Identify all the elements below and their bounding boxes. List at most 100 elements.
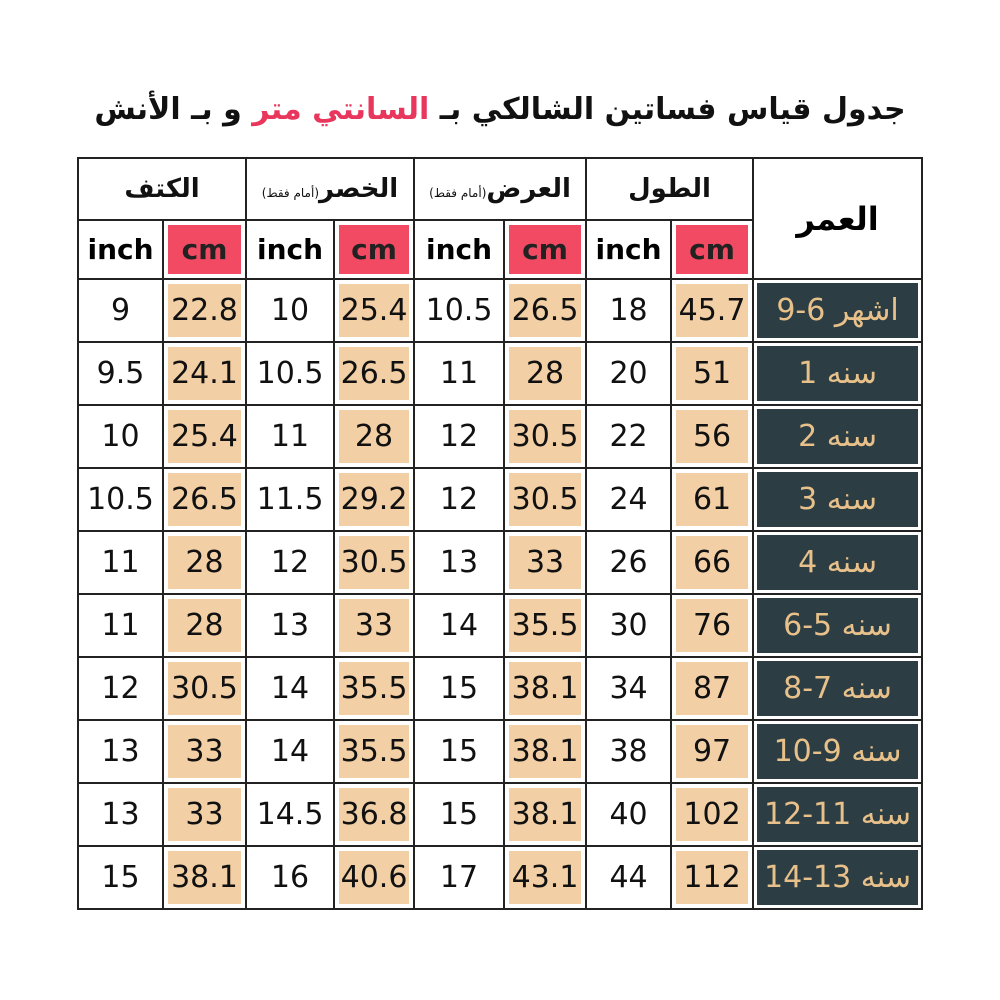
value-cell: 43.1 (503, 845, 588, 910)
value-cell: 9.5 (77, 341, 164, 406)
value-cell: 28 (503, 341, 588, 406)
age-cell: 3 سنه (752, 467, 924, 532)
value-cell: 25.4 (162, 404, 247, 469)
value-cell: 29.2 (333, 467, 416, 532)
age-header: العمر (752, 157, 924, 280)
value-cell: 51 (670, 341, 755, 406)
data-row: 1 سنه 51 20 28 11 26.5 10.5 24.1 9.5 (77, 341, 924, 406)
value-cell: 14.5 (244, 782, 336, 847)
group-label: الطول (628, 174, 711, 204)
value-cell: 26.5 (162, 467, 247, 532)
value-cell: 12 (413, 404, 506, 469)
value-cell: 33 (333, 593, 416, 658)
value-cell: 11 (77, 530, 164, 595)
group-header: الخصر(أمام فقط) (244, 157, 416, 221)
value-cell: 11 (244, 404, 336, 469)
title-highlight: السانتي متر (252, 92, 430, 127)
value-cell: 26.5 (503, 278, 588, 343)
data-row: 9-6 اشهر 45.7 18 26.5 10.5 25.4 10 22.8 9 (77, 278, 924, 343)
value-cell: 97 (670, 719, 755, 784)
value-cell: 61 (670, 467, 755, 532)
unit-header: cm (670, 219, 755, 280)
value-cell: 10.5 (244, 341, 336, 406)
data-row: 3 سنه 61 24 30.5 12 29.2 11.5 26.5 10.5 (77, 467, 924, 532)
value-cell: 17 (413, 845, 506, 910)
value-cell: 30.5 (162, 656, 247, 721)
value-cell: 12 (77, 656, 164, 721)
value-cell: 20 (585, 341, 673, 406)
value-cell: 13 (77, 719, 164, 784)
value-cell: 38.1 (503, 656, 588, 721)
value-cell: 35.5 (503, 593, 588, 658)
unit-header: cm (333, 219, 416, 280)
value-cell: 38.1 (162, 845, 247, 910)
group-header: العرض(أمام فقط) (413, 157, 588, 221)
age-cell: 6-5 سنه (752, 593, 924, 658)
value-cell: 11 (413, 341, 506, 406)
data-row: 4 سنه 66 26 33 13 30.5 12 28 11 (77, 530, 924, 595)
value-cell: 11 (77, 593, 164, 658)
data-row: 14-13 سنه 112 44 43.1 17 40.6 16 38.1 15 (77, 845, 924, 910)
value-cell: 24.1 (162, 341, 247, 406)
unit-header: inch (585, 219, 673, 280)
value-cell: 44 (585, 845, 673, 910)
value-cell: 25.4 (333, 278, 416, 343)
group-header: الكتف (77, 157, 247, 221)
value-cell: 18 (585, 278, 673, 343)
value-cell: 40.6 (333, 845, 416, 910)
age-cell: 9-6 اشهر (752, 278, 924, 343)
data-row: 6-5 سنه 76 30 35.5 14 33 13 28 11 (77, 593, 924, 658)
value-cell: 11.5 (244, 467, 336, 532)
value-cell: 112 (670, 845, 755, 910)
value-cell: 45.7 (670, 278, 755, 343)
value-cell: 13 (77, 782, 164, 847)
header-row: العمر الطول العرض(أمام فقط) الخصر(أمام فقط)… (77, 157, 924, 280)
value-cell: 24 (585, 467, 673, 532)
value-cell: 12 (244, 530, 336, 595)
value-cell: 33 (503, 530, 588, 595)
age-cell: 10-9 سنه (752, 719, 924, 784)
value-cell: 15 (77, 845, 164, 910)
value-cell: 10 (77, 404, 164, 469)
value-cell: 102 (670, 782, 755, 847)
data-row: 2 سنه 56 22 30.5 12 28 11 25.4 10 (77, 404, 924, 469)
unit-header: cm (162, 219, 247, 280)
age-cell: 1 سنه (752, 341, 924, 406)
value-cell: 38.1 (503, 719, 588, 784)
data-row: 10-9 سنه 97 38 38.1 15 35.5 14 33 13 (77, 719, 924, 784)
group-note: (أمام فقط) (429, 186, 487, 200)
value-cell: 30.5 (503, 467, 588, 532)
value-cell: 28 (333, 404, 416, 469)
value-cell: 26 (585, 530, 673, 595)
age-cell: 8-7 سنه (752, 656, 924, 721)
title-part: و بـ الأنش (94, 92, 242, 127)
value-cell: 14 (244, 656, 336, 721)
title-part: جدول قياس فساتين الشالكي بـ (439, 92, 906, 127)
value-cell: 22 (585, 404, 673, 469)
value-cell: 10 (244, 278, 336, 343)
value-cell: 30.5 (503, 404, 588, 469)
value-cell: 12 (413, 467, 506, 532)
value-cell: 15 (413, 719, 506, 784)
value-cell: 30.5 (333, 530, 416, 595)
value-cell: 28 (162, 593, 247, 658)
data-row: 12-11 سنه 102 40 38.1 15 36.8 14.5 33 13 (77, 782, 924, 847)
value-cell: 14 (244, 719, 336, 784)
value-cell: 26.5 (333, 341, 416, 406)
value-cell: 35.5 (333, 656, 416, 721)
data-row: 8-7 سنه 87 34 38.1 15 35.5 14 30.5 12 (77, 656, 924, 721)
value-cell: 35.5 (333, 719, 416, 784)
age-cell: 12-11 سنه (752, 782, 924, 847)
size-table: العمر الطول العرض(أمام فقط) الخصر(أمام فقط)… (77, 157, 924, 910)
value-cell: 30 (585, 593, 673, 658)
value-cell: 14 (413, 593, 506, 658)
value-cell: 34 (585, 656, 673, 721)
unit-header: inch (244, 219, 336, 280)
title: جدول قياس فساتين الشالكي بـ السانتي متر … (0, 92, 1000, 127)
value-cell: 33 (162, 782, 247, 847)
value-cell: 16 (244, 845, 336, 910)
group-note: (أمام فقط) (261, 186, 320, 200)
value-cell: 76 (670, 593, 755, 658)
value-cell: 66 (670, 530, 755, 595)
